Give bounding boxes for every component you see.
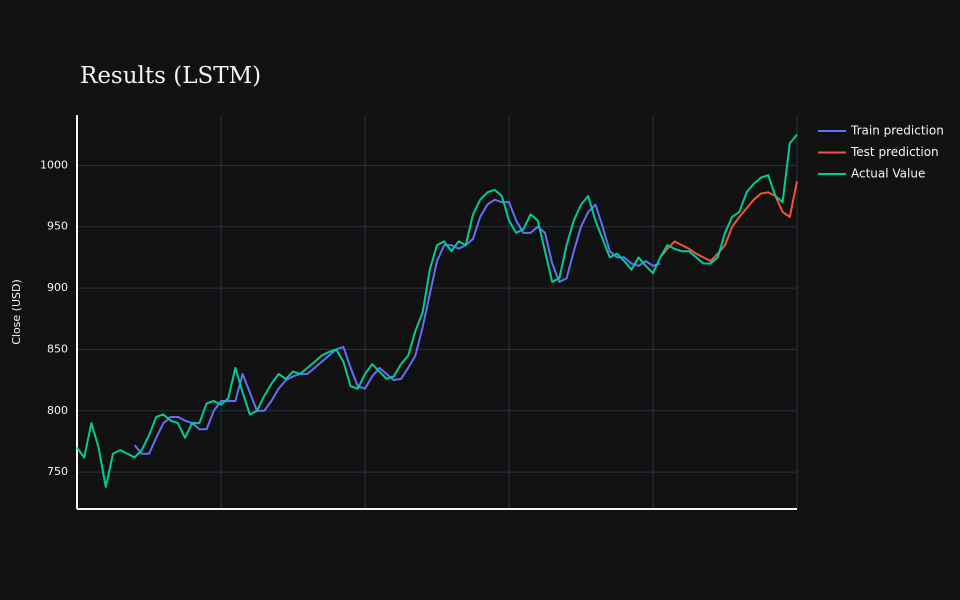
- data-line: [659, 181, 798, 263]
- y-tick-label: 900: [47, 281, 68, 294]
- legend-label: Train prediction: [850, 124, 944, 138]
- y-tick-label: 800: [47, 404, 68, 417]
- y-tick-label: 750: [47, 465, 68, 478]
- data-line: [133, 198, 661, 455]
- y-tick-label: 950: [47, 220, 68, 233]
- y-axis-label: Close (USD): [10, 279, 23, 345]
- y-tick-label: 850: [47, 342, 68, 355]
- legend-label: Actual Value: [851, 167, 925, 181]
- y-tick-label: 1000: [40, 158, 68, 171]
- legend-label: Test prediction: [850, 145, 939, 159]
- chart-title: Results (LSTM): [80, 63, 261, 89]
- data-line: [76, 133, 798, 488]
